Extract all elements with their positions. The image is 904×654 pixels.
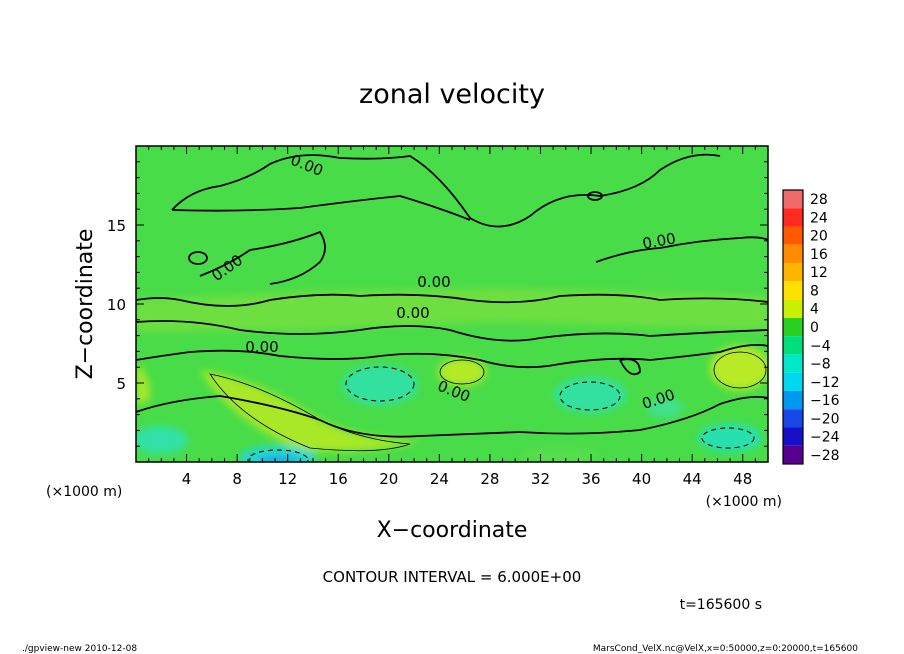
contour-label: 0.00	[417, 273, 450, 291]
colorbar-swatch	[783, 208, 803, 227]
colorbar-level-label: −20	[810, 411, 840, 427]
colorbar-swatch	[783, 244, 803, 264]
colorbar-swatch	[783, 281, 803, 300]
x-unit-right: (×1000 m)	[706, 494, 782, 510]
colorbar-swatch	[783, 409, 803, 428]
colorbar-level-label: 16	[810, 247, 828, 263]
x-tick-label: 32	[531, 470, 550, 488]
contour-label: 0.00	[245, 338, 278, 356]
time-stamp: t=165600 s	[680, 597, 762, 613]
colorbar-swatch	[783, 390, 803, 410]
colorbar-level-label: 28	[810, 192, 828, 208]
colorbar-swatch	[783, 427, 803, 446]
x-tick-label: 40	[632, 470, 651, 488]
colorbar-level-label: 0	[810, 320, 819, 336]
colorbar-swatch	[783, 354, 803, 373]
y-tick-label: 5	[116, 375, 126, 393]
y-tick-label: 10	[107, 296, 126, 314]
colorbar-level-label: −8	[810, 357, 831, 373]
colorbar: 28 24 20 16 12 8 4 0 −4 −8 −12 −16 −20 −24 −28	[782, 189, 840, 465]
colorbar-swatch	[783, 372, 803, 391]
x-tick-label: 4	[182, 470, 192, 488]
contour-label: 0.00	[641, 229, 677, 253]
footer-right: MarsCond_VelX.nc@VelX,x=0:50000,z=0:2000…	[593, 644, 858, 654]
x-tick-label: 44	[683, 470, 702, 488]
footer-left: ./gpview-new 2010-12-08	[22, 644, 137, 654]
x-tick-label: 28	[480, 470, 499, 488]
colorbar-swatch	[783, 445, 803, 464]
x-unit-left: (×1000 m)	[46, 484, 122, 500]
colorbar-level-label: −28	[810, 448, 840, 464]
colorbar-frame	[782, 189, 804, 465]
colorbar-level-label: 24	[810, 210, 828, 226]
contour-lines	[136, 153, 768, 438]
colorbar-swatch	[783, 190, 803, 209]
chart-title: zonal velocity	[359, 79, 545, 110]
x-tick-label: 12	[278, 470, 297, 488]
negative-contours	[247, 366, 755, 462]
colorbar-level-label: −12	[810, 375, 840, 391]
velocity-field	[136, 146, 768, 462]
contour-label: 0.00	[396, 304, 429, 322]
colorbar-level-label: −16	[810, 393, 840, 409]
colorbar-swatch	[783, 299, 803, 318]
x-axis-label: X−coordinate	[377, 518, 528, 543]
colorbar-level-label: −24	[810, 430, 840, 446]
colorbar-swatch	[783, 317, 803, 337]
colorbar-level-label: 20	[810, 229, 828, 245]
colorbar-swatch	[783, 263, 803, 282]
colorbar-level-label: 12	[810, 265, 828, 281]
contour-interval-note: CONTOUR INTERVAL = 6.000E+00	[323, 568, 582, 586]
x-tick-label: 20	[379, 470, 398, 488]
positive-contours	[209, 351, 767, 452]
colorbar-level-label: 8	[810, 283, 819, 299]
x-tick-label: 8	[232, 470, 242, 488]
x-tick-label: 24	[430, 470, 449, 488]
x-tick-label: 48	[733, 470, 752, 488]
colorbar-swatch	[783, 226, 803, 245]
colorbar-level-label: 4	[810, 302, 819, 318]
x-tick-label: 36	[581, 470, 600, 488]
y-axis-label: Z−coordinate	[73, 229, 98, 380]
colorbar-swatch	[783, 336, 803, 355]
y-tick-label: 15	[107, 217, 126, 235]
x-tick-label: 16	[329, 470, 348, 488]
colorbar-level-label: −4	[810, 338, 831, 354]
